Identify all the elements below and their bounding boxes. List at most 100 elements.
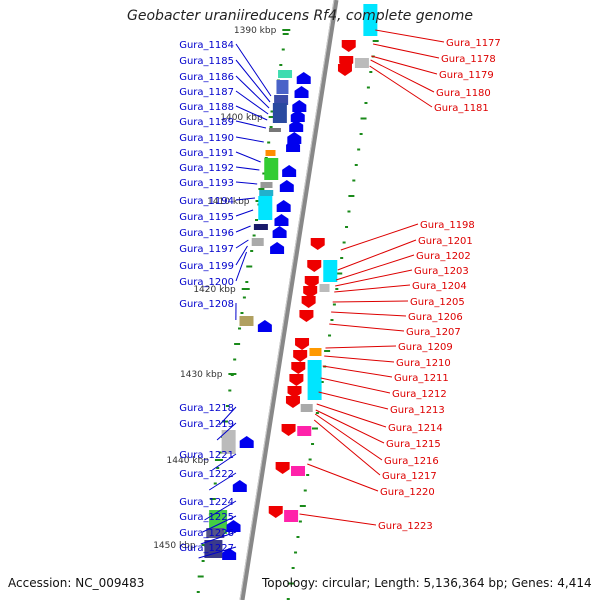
plus-gene-leader	[204, 500, 237, 521]
plus-gene-leader	[235, 166, 260, 171]
minus-gene-leader	[337, 239, 417, 271]
plus-gene-arrow	[226, 520, 241, 532]
minus-gene-arrow	[275, 462, 290, 474]
plus-gene-block	[274, 95, 289, 105]
plus-gene-arrow	[279, 180, 294, 192]
minus-gene-label: Gura_1212	[392, 389, 447, 400]
minus-gene-arrow	[287, 386, 302, 398]
minus-gene-block	[300, 404, 313, 412]
plus-gene-label: Gura_1226	[179, 528, 234, 539]
plus-gene-label: Gura_1188	[179, 102, 234, 113]
minus-gene-label: Gura_1181	[434, 103, 489, 114]
plus-gene-label: Gura_1197	[179, 244, 234, 255]
plus-gene-label: Gura_1227	[179, 543, 234, 554]
plus-gene-label: Gura_1192	[179, 163, 234, 174]
plus-gene-leader	[235, 209, 254, 217]
minus-gene-leader	[318, 391, 389, 410]
plus-gene-leader	[235, 245, 248, 266]
plus-gene-leader	[235, 151, 261, 163]
plus-gene-leader	[235, 105, 268, 121]
plus-gene-block	[265, 150, 276, 156]
plus-gene-label: Gura_1186	[179, 72, 234, 83]
plus-gene-label: Gura_1187	[179, 87, 234, 98]
scale-tick-label: 1390 kbp	[234, 26, 277, 36]
plus-gene-arrow	[296, 72, 311, 84]
minus-gene-leader	[325, 345, 397, 349]
plus-gene-leader	[235, 197, 256, 201]
minus-gene-label: Gura_1180	[436, 88, 491, 99]
minus-gene-leader	[322, 365, 393, 378]
genome-backbone-highlight	[239, 0, 335, 600]
plus-gene-leader	[235, 75, 270, 109]
minus-gene-label: Gura_1217	[382, 471, 437, 482]
plus-gene-label: Gura_1221	[179, 450, 234, 461]
minus-gene-leader	[314, 413, 383, 461]
plus-gene-arrow	[282, 165, 297, 177]
minus-gene-leader	[334, 284, 411, 293]
plus-gene-label: Gura_1194	[179, 196, 234, 207]
genome-title: Geobacter uraniireducens Rf4, complete g…	[127, 8, 473, 24]
plus-gene-arrow	[286, 140, 301, 152]
minus-gene-block	[363, 4, 378, 36]
plus-gene-arrow	[239, 436, 254, 448]
minus-gene-label: Gura_1206	[408, 312, 463, 323]
plus-gene-block	[204, 540, 223, 558]
minus-gene-label: Gura_1216	[384, 456, 439, 467]
plus-gene-block	[251, 238, 264, 246]
plus-gene-label: Gura_1190	[179, 133, 234, 144]
minus-gene-label: Gura_1178	[441, 54, 496, 65]
minus-gene-label: Gura_1207	[406, 327, 461, 338]
plus-gene-leader	[235, 90, 269, 115]
plus-gene-arrow	[276, 200, 291, 212]
minus-gene-leader	[316, 403, 387, 428]
minus-gene-leader	[369, 65, 433, 108]
plus-gene-arrow	[270, 242, 285, 254]
minus-gene-leader	[335, 269, 413, 287]
plus-gene-label: Gura_1196	[179, 228, 234, 239]
plus-gene-block	[276, 80, 289, 94]
plus-gene-arrow	[272, 226, 287, 238]
scale-tick-label: 1440 kbp	[167, 456, 210, 466]
minus-gene-arrow	[303, 286, 318, 298]
plus-gene-leader	[235, 225, 251, 233]
plus-gene-label: Gura_1222	[179, 469, 234, 480]
plus-gene-block	[239, 316, 254, 326]
plus-gene-arrow	[292, 100, 307, 112]
minus-gene-label: Gura_1220	[380, 487, 435, 498]
minus-gene-arrow	[281, 424, 296, 436]
minus-gene-leader	[332, 300, 409, 303]
plus-gene-label: Gura_1200	[179, 277, 234, 288]
minus-gene-label: Gura_1205	[410, 297, 465, 308]
minus-gene-block	[284, 510, 299, 522]
plus-gene-leader	[200, 531, 237, 545]
plus-gene-leader	[216, 422, 237, 441]
minus-gene-label: Gura_1198	[420, 220, 475, 231]
plus-gene-label: Gura_1191	[179, 148, 234, 159]
plus-gene-arrow	[287, 132, 302, 144]
plus-gene-label: Gura_1184	[179, 40, 234, 51]
plus-gene-leader	[235, 251, 247, 282]
plus-gene-label: Gura_1219	[179, 419, 234, 430]
minus-gene-block	[323, 260, 338, 282]
minus-gene-leader	[375, 29, 445, 43]
minus-gene-label: Gura_1209	[398, 342, 453, 353]
plus-gene-leader	[235, 43, 272, 97]
plus-gene-label: Gura_1218	[179, 403, 234, 414]
scale-tick-label: 1450 kbp	[153, 541, 196, 551]
plus-gene-label: Gura_1224	[179, 497, 234, 508]
minus-gene-block	[354, 58, 369, 68]
minus-gene-leader	[329, 323, 405, 332]
plus-gene-leader	[219, 406, 237, 426]
plus-gene-leader	[208, 472, 237, 491]
minus-gene-arrow	[304, 276, 319, 288]
plus-gene-block	[259, 190, 274, 196]
minus-gene-leader	[307, 463, 379, 492]
plus-gene-arrow	[232, 480, 247, 492]
plus-gene-label: Gura_1189	[179, 117, 234, 128]
minus-gene-leader	[371, 55, 438, 75]
minus-gene-label: Gura_1211	[394, 373, 449, 384]
accession-label: Accession: NC_009483	[8, 576, 145, 590]
minus-gene-leader	[340, 223, 419, 251]
minus-gene-label: Gura_1223	[378, 521, 433, 532]
